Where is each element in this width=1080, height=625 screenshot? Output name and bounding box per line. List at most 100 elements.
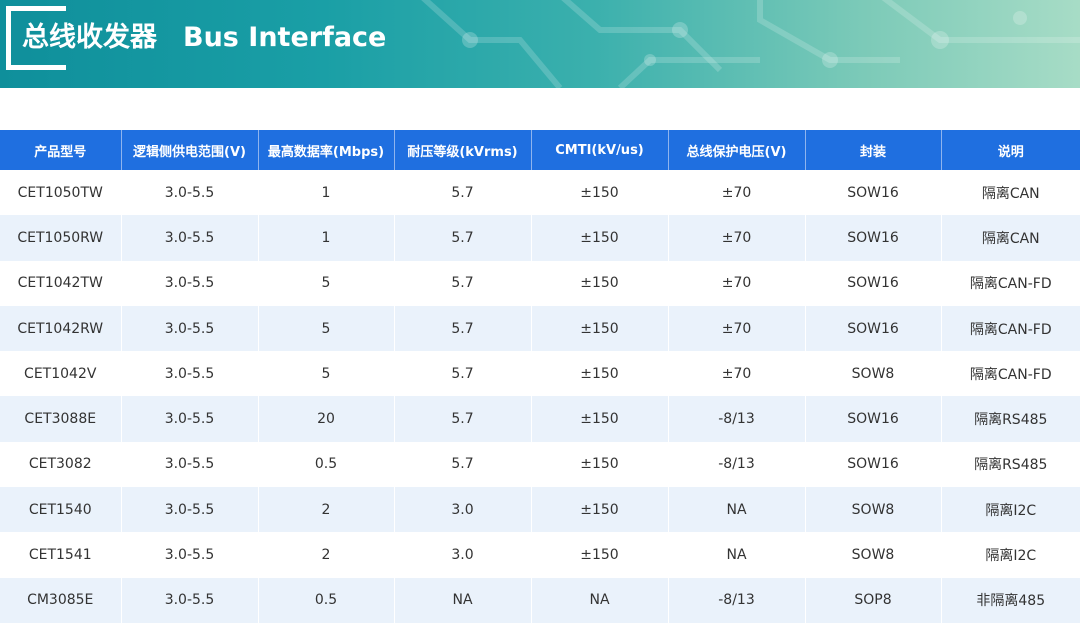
cell-model: CET1050RW (0, 215, 121, 261)
table-row: CET3082 3.0-5.5 0.5 5.7 ±150 -8/13 SOW16 隔离RS48… (0, 441, 1080, 488)
cell-data-rate: 2 (257, 532, 394, 578)
cell-description: 隔离CAN-FD (940, 351, 1080, 397)
cell-package: SOP8 (804, 577, 941, 623)
cell-logic-supply: 3.0-5.5 (120, 487, 258, 533)
cell-bus-protection: NA (667, 487, 805, 533)
cell-cmti: ±150 (530, 305, 668, 352)
table-row: CET1050TW 3.0-5.5 1 5.7 ±150 ±70 SOW16 隔离CAN (0, 170, 1080, 216)
cell-bus-protection: ±70 (667, 215, 805, 261)
cell-data-rate: 2 (257, 487, 394, 533)
header-logic-supply: 逻辑侧供电范围(V) (120, 130, 258, 170)
product-table-container: 产品型号 逻辑侧供电范围(V) 最高数据率(Mbps) 耐压等级(kVrms) … (0, 130, 1080, 623)
cell-bus-protection: ±70 (667, 305, 805, 352)
cell-cmti: ±150 (530, 170, 668, 216)
cell-isolation-rating: 5.7 (393, 260, 531, 306)
cell-isolation-rating: NA (393, 577, 531, 623)
circuit-pattern-decoration (421, 0, 1080, 88)
page-title-en: Bus Interface (183, 22, 387, 53)
cell-data-rate: 1 (257, 215, 394, 261)
cell-data-rate: 0.5 (257, 577, 394, 623)
cell-cmti: NA (530, 577, 668, 623)
cell-package: SOW8 (804, 351, 941, 397)
cell-package: SOW16 (804, 260, 941, 306)
cell-bus-protection: ±70 (667, 351, 805, 397)
title-bracket-decoration (6, 6, 66, 70)
cell-package: SOW16 (804, 305, 941, 352)
cell-isolation-rating: 5.7 (393, 305, 531, 352)
table-row: CET1042TW 3.0-5.5 5 5.7 ±150 ±70 SOW16 隔离CAN-FD (0, 260, 1080, 306)
cell-data-rate: 5 (257, 351, 394, 397)
cell-data-rate: 5 (257, 305, 394, 352)
cell-isolation-rating: 3.0 (393, 487, 531, 533)
cell-model: CET1042TW (0, 260, 121, 306)
cell-cmti: ±150 (530, 260, 668, 306)
cell-logic-supply: 3.0-5.5 (120, 260, 258, 306)
cell-logic-supply: 3.0-5.5 (120, 532, 258, 578)
cell-bus-protection: ±70 (667, 260, 805, 306)
cell-isolation-rating: 5.7 (393, 215, 531, 261)
cell-description: 非隔离485 (940, 577, 1080, 623)
cell-logic-supply: 3.0-5.5 (120, 305, 258, 352)
header-data-rate: 最高数据率(Mbps) (257, 130, 394, 170)
cell-description: 隔离CAN-FD (940, 305, 1080, 352)
cell-cmti: ±150 (530, 532, 668, 578)
cell-isolation-rating: 5.7 (393, 351, 531, 397)
cell-model: CET3088E (0, 396, 121, 442)
cell-package: SOW16 (804, 170, 941, 216)
cell-description: 隔离CAN (940, 215, 1080, 261)
table-header-row: 产品型号 逻辑侧供电范围(V) 最高数据率(Mbps) 耐压等级(kVrms) … (0, 130, 1080, 170)
cell-logic-supply: 3.0-5.5 (120, 215, 258, 261)
table-row: CET1540 3.0-5.5 2 3.0 ±150 NA SOW8 隔离I2C (0, 487, 1080, 533)
table-row: CET3088E 3.0-5.5 20 5.7 ±150 -8/13 SOW16 隔离RS48… (0, 396, 1080, 442)
cell-cmti: ±150 (530, 441, 668, 488)
cell-model: CET1050TW (0, 170, 121, 216)
cell-description: 隔离CAN (940, 170, 1080, 216)
cell-logic-supply: 3.0-5.5 (120, 351, 258, 397)
cell-bus-protection: -8/13 (667, 441, 805, 488)
table-row: CET1042V 3.0-5.5 5 5.7 ±150 ±70 SOW8 隔离CAN-FD (0, 351, 1080, 397)
cell-description: 隔离CAN-FD (940, 260, 1080, 306)
product-table: 产品型号 逻辑侧供电范围(V) 最高数据率(Mbps) 耐压等级(kVrms) … (0, 130, 1080, 623)
cell-isolation-rating: 5.7 (393, 396, 531, 442)
cell-model: CET3082 (0, 441, 121, 488)
header-bus-protection: 总线保护电压(V) (667, 130, 805, 170)
cell-cmti: ±150 (530, 215, 668, 261)
table-row: CET1042RW 3.0-5.5 5 5.7 ±150 ±70 SOW16 隔离CAN-FD (0, 305, 1080, 352)
table-row: CM3085E 3.0-5.5 0.5 NA NA -8/13 SOP8 非隔离485 (0, 577, 1080, 623)
cell-model: CET1042RW (0, 305, 121, 352)
cell-model: CET1042V (0, 351, 121, 397)
cell-package: SOW16 (804, 396, 941, 442)
cell-logic-supply: 3.0-5.5 (120, 577, 258, 623)
cell-package: SOW8 (804, 532, 941, 578)
header-banner: 总线收发器 Bus Interface (0, 0, 1080, 88)
cell-data-rate: 1 (257, 170, 394, 216)
cell-data-rate: 20 (257, 396, 394, 442)
header-package: 封装 (804, 130, 941, 170)
cell-bus-protection: ±70 (667, 170, 805, 216)
cell-bus-protection: -8/13 (667, 396, 805, 442)
cell-cmti: ±150 (530, 396, 668, 442)
cell-data-rate: 5 (257, 260, 394, 306)
cell-description: 隔离I2C (940, 532, 1080, 578)
table-row: CET1541 3.0-5.5 2 3.0 ±150 NA SOW8 隔离I2C (0, 532, 1080, 578)
page-title-cn: 总线收发器 (22, 22, 157, 53)
cell-model: CET1540 (0, 487, 121, 533)
cell-isolation-rating: 5.7 (393, 170, 531, 216)
cell-bus-protection: NA (667, 532, 805, 578)
header-model: 产品型号 (0, 130, 121, 170)
cell-package: SOW8 (804, 487, 941, 533)
header-description: 说明 (940, 130, 1080, 170)
cell-description: 隔离I2C (940, 487, 1080, 533)
header-isolation-rating: 耐压等级(kVrms) (393, 130, 531, 170)
cell-isolation-rating: 5.7 (393, 441, 531, 488)
cell-logic-supply: 3.0-5.5 (120, 396, 258, 442)
cell-package: SOW16 (804, 441, 941, 488)
header-cmti: CMTI(kV/us) (530, 130, 668, 170)
cell-isolation-rating: 3.0 (393, 532, 531, 578)
cell-description: 隔离RS485 (940, 441, 1080, 488)
cell-data-rate: 0.5 (257, 441, 394, 488)
cell-description: 隔离RS485 (940, 396, 1080, 442)
cell-cmti: ±150 (530, 487, 668, 533)
cell-cmti: ±150 (530, 351, 668, 397)
page-title: 总线收发器 Bus Interface (22, 18, 386, 58)
